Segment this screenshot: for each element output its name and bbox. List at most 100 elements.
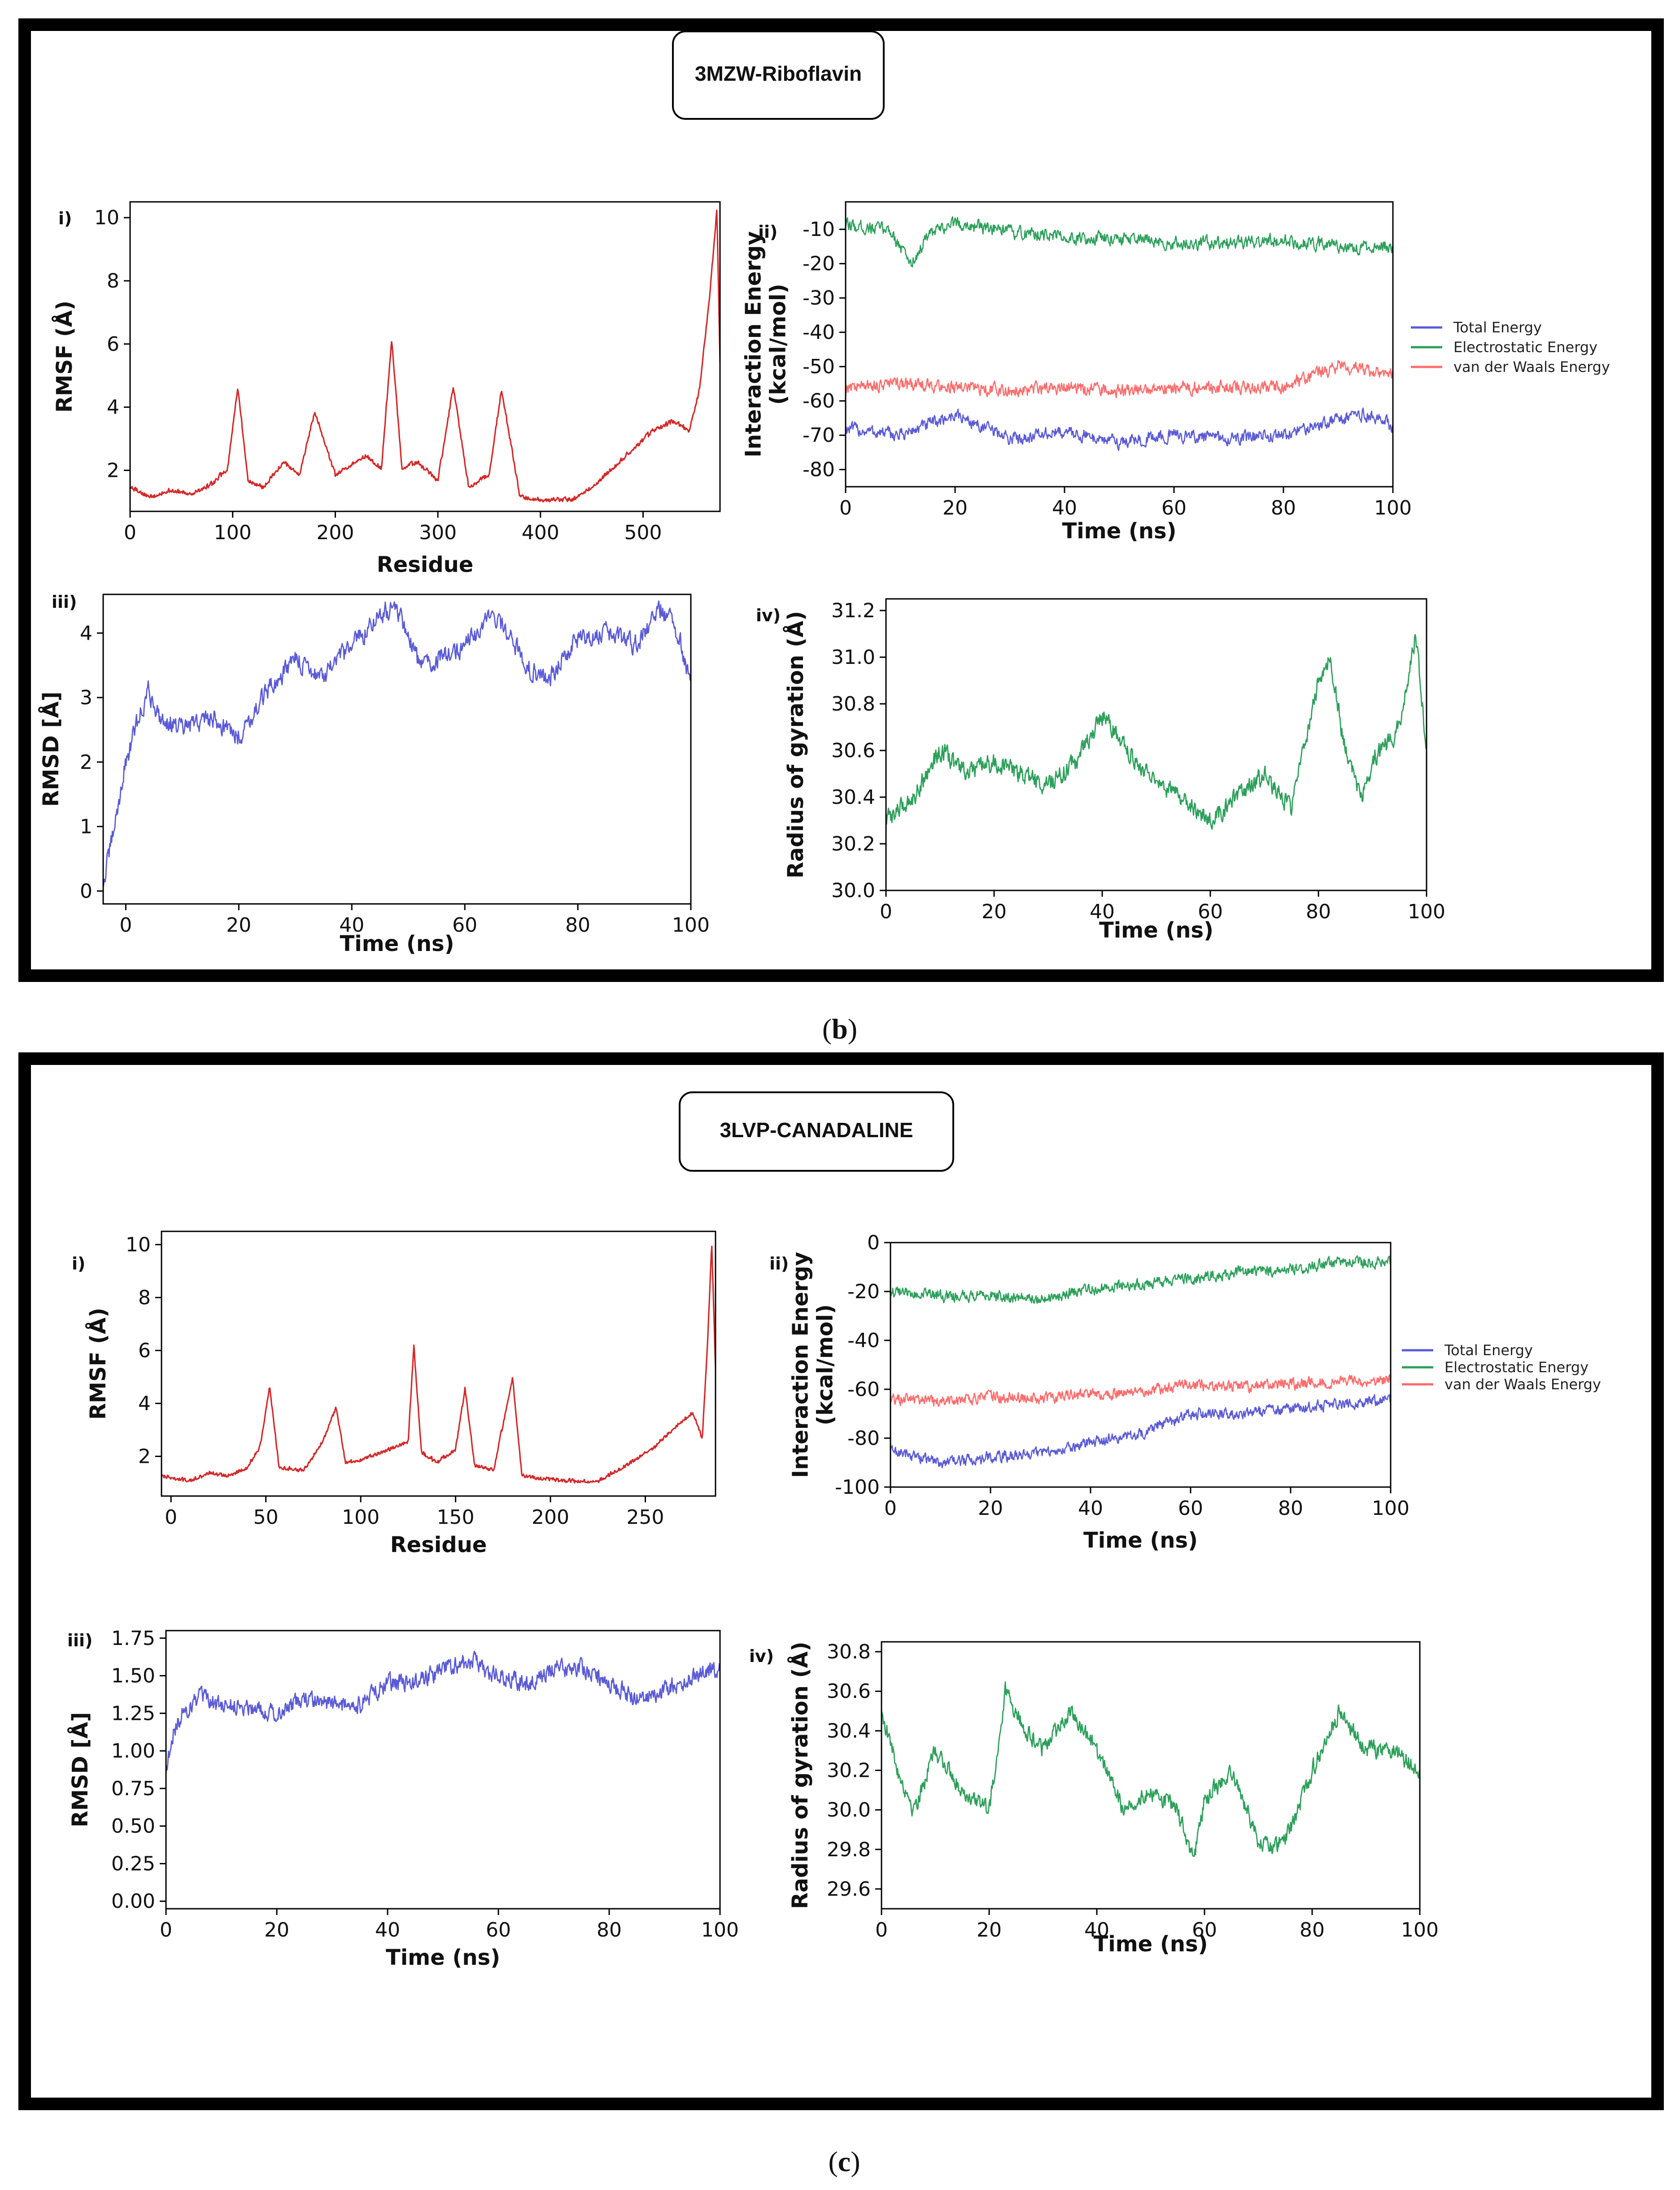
y-tick-label: 30.4 [827,1719,871,1742]
y-tick-label: -10 [803,218,835,241]
plot-frame [885,598,1427,891]
legend-label: Electrostatic Energy [1444,1359,1588,1376]
y-tick-label: 1 [80,816,92,838]
x-tick-label: 80 [1300,1919,1325,1941]
y-axis-label: Radius of gyration (Å) [787,1641,813,1909]
legend-label: Total Energy [1453,319,1542,336]
chart-b2: 0 20 40 60 80 100 -10 -20 -30 -40 -50 -60 -70 -80 Time… [741,201,1610,544]
series-group [161,1245,716,1484]
x-tick-label: 200 [532,1506,569,1529]
y-tick-label: -100 [835,1476,880,1499]
panel-tag: iv) [749,1646,774,1666]
y-tick-label: 30.2 [827,1759,871,1782]
chart-c2: 0 20 40 60 80 100 0 -20 -40 -60 -80 -100 Time (ns) In… [769,1231,1601,1553]
x-tick-label: 100 [1401,1919,1439,1941]
y-tick-label: 31.0 [831,646,875,669]
x-tick-label: 100 [342,1506,380,1529]
x-tick-label: 150 [437,1506,475,1529]
x-tick-label: 0 [880,900,892,923]
panel-tag: ii) [758,222,777,242]
x-tick-label: 300 [419,521,457,544]
x-tick-label: 100 [701,1919,739,1941]
y-tick-label: 29.6 [827,1878,871,1901]
x-tick-label: 100 [1372,1497,1409,1520]
y-tick-label: 2 [80,751,92,774]
x-axis-label: Time (ns) [1093,1932,1208,1957]
y-tick-label: 30.0 [827,1799,871,1822]
y-tick-label: -40 [803,321,835,344]
y-tick-label: -70 [803,424,835,447]
y-tick-label: -60 [803,390,835,413]
y-tick-label: 30.6 [831,739,875,762]
y-tick-label: 30.8 [831,693,875,715]
x-tick-label: 0 [875,1919,888,1941]
series-line-total-energy [846,407,1393,451]
figure-c-title-box [679,1091,954,1172]
x-tick-label: 40 [1084,1919,1109,1941]
plot-frame [161,1230,716,1497]
y-tick-label: 0.25 [111,1852,155,1875]
plot-frame [890,1242,1392,1488]
x-tick-label: 60 [1178,1497,1203,1520]
y-tick-label: -80 [847,1427,880,1450]
chart-c3: 0 20 40 60 80 100 0.00 0.25 0.50 0.75 1.00 1.25 1.50… [67,1627,739,1970]
y-tick-label: -50 [803,355,835,378]
y-tick-label: -20 [847,1280,880,1303]
x-tick-label: 80 [1278,1497,1303,1520]
y-tick-label: 10 [94,206,119,229]
x-tick-label: 40 [375,1919,400,1941]
series-line-rg [886,634,1427,830]
legend-label: van der Waals Energy [1444,1376,1601,1393]
series-line-rg [881,1681,1420,1857]
figure-c-frame [18,1052,1664,2110]
x-tick-label: 60 [486,1919,511,1941]
x-tick-label: 100 [1374,497,1412,519]
x-axis-label: Residue [390,1532,487,1557]
x-tick-label: 50 [253,1506,279,1529]
x-tick-label: 200 [316,521,354,544]
panel-tag: iii) [67,1631,92,1650]
x-tick-label: 100 [214,521,252,544]
series-line-electrostatic-energy [890,1255,1391,1304]
chart-c1: 0 50 100 150 200 250 2 4 6 8 10 Residue RMSF (Å) i) [72,1230,716,1557]
y-tick-label: 30.6 [827,1680,871,1703]
series-line-rmsf [130,209,720,503]
x-tick-label: 80 [1271,497,1296,519]
legend-label: Electrostatic Energy [1453,339,1597,356]
x-axis-label: Time (ns) [386,1945,500,1970]
x-tick-label: 40 [1078,1497,1103,1520]
x-tick-label: 0 [119,914,132,937]
chart-b4: 0 20 40 60 80 100 30.0 30.2 30.4 30.6 30.8 31.0 31.2… [756,598,1445,943]
x-axis-label: Residue [377,552,474,577]
y-tick-label: 3 [80,686,92,709]
y-tick-label: 6 [107,333,119,356]
y-tick-label: -60 [847,1378,880,1401]
x-tick-label: 20 [226,914,251,937]
series-group [103,600,691,888]
chart-b3: 0 20 40 60 80 100 0 1 2 3 4 Time (ns) RMSD [Å] iii) [38,592,710,956]
panel-tag: iii) [52,592,77,612]
series-group [881,1681,1420,1857]
y-tick-label: 1.25 [111,1702,155,1725]
y-tick-label: 30.8 [827,1640,871,1663]
x-tick-label: 40 [339,914,364,937]
y-tick-label: 31.2 [831,599,875,622]
x-tick-label: 500 [624,521,662,544]
x-tick-label: 20 [978,1497,1003,1520]
y-tick-label: 2 [138,1445,151,1468]
x-axis-label: Time (ns) [340,931,454,956]
y-tick-label: 8 [107,270,119,292]
x-tick-label: 60 [1198,900,1223,923]
y-tick-label: 0.50 [111,1815,155,1838]
plot-frame [102,593,692,905]
panel-tag: iv) [756,606,781,625]
y-tick-label: 10 [126,1234,151,1256]
x-tick-label: 60 [1192,1919,1217,1941]
panel-tag: i) [72,1254,85,1274]
y-tick-label: -20 [803,253,835,275]
y-tick-label: 0 [80,880,92,903]
